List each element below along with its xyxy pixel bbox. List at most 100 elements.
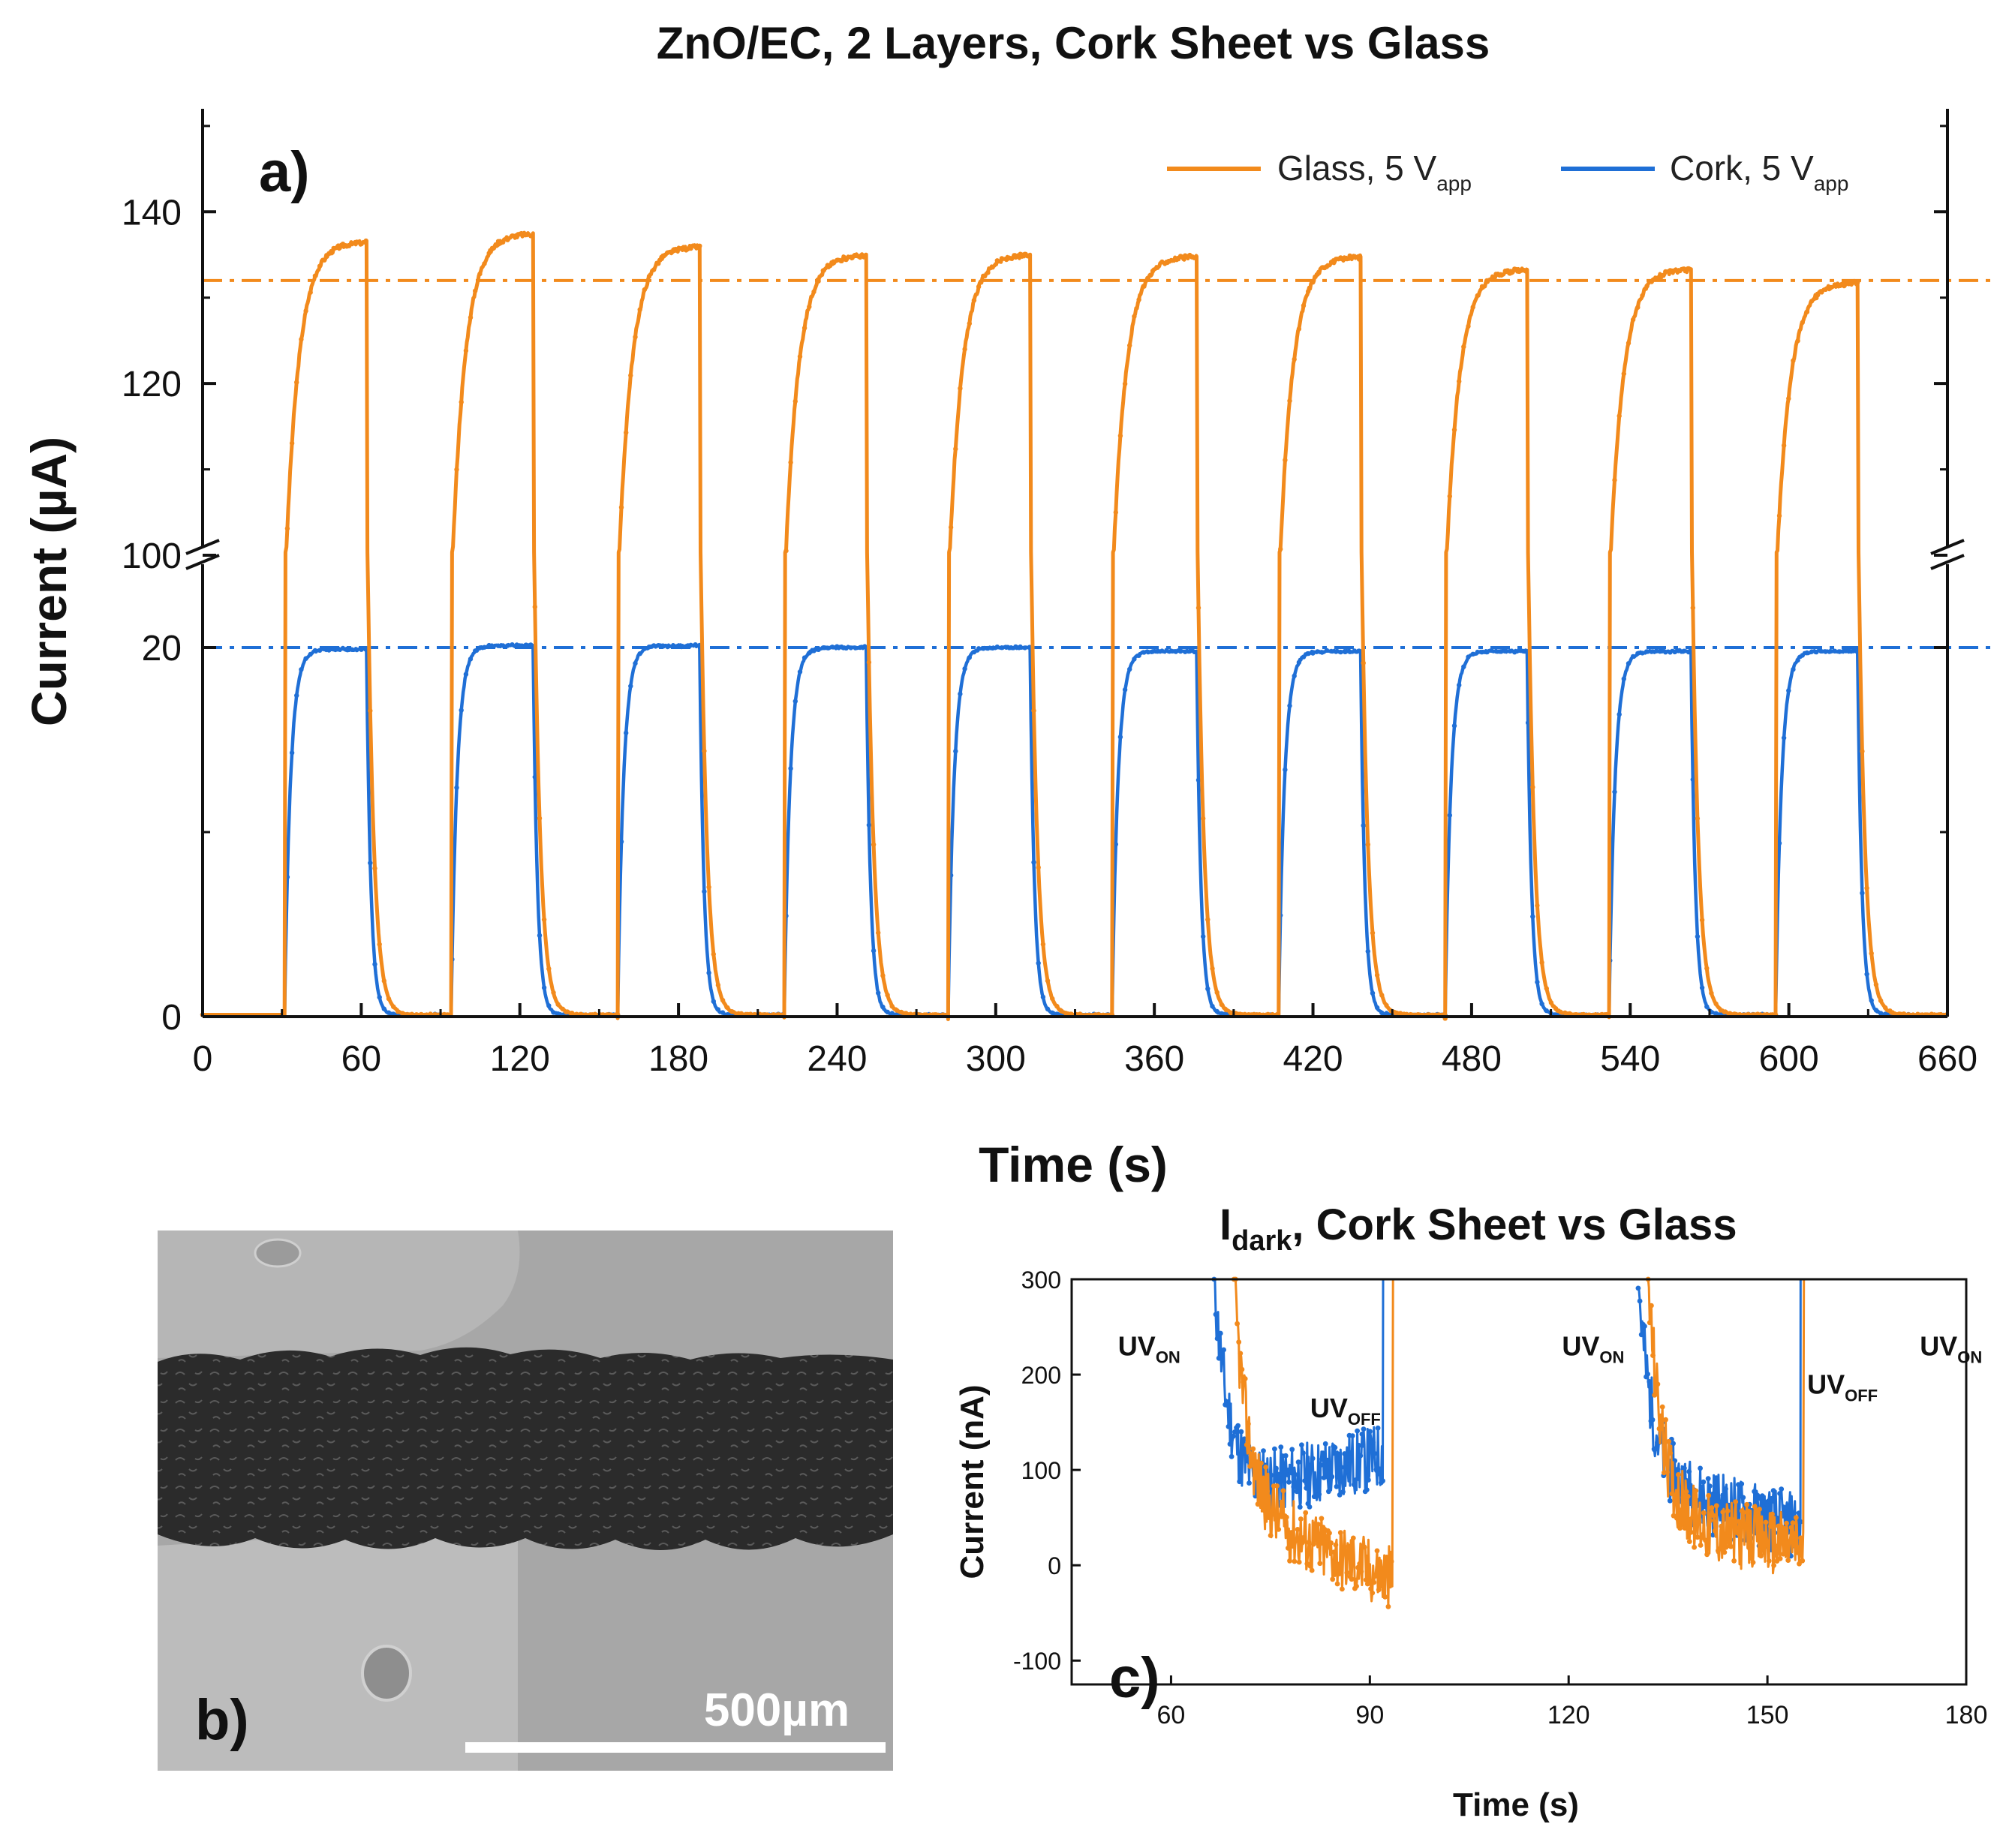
data-point-glass [1210,966,1215,972]
data-point-cork [1653,648,1659,654]
data-point-glass [948,524,954,530]
data-point-cork [618,839,624,845]
data-point-cork [857,645,863,651]
data-point-glass [340,242,346,247]
panel-c-point-cork [1274,1465,1279,1471]
data-point-glass [551,990,556,996]
y-tick-label: 20 [142,629,182,669]
data-point-cork [491,644,497,649]
panel-c-point-glass [1382,1594,1388,1600]
panel-c-point-glass [1713,1503,1719,1509]
data-point-glass [1292,356,1297,362]
panel-c-point-glass [1289,1530,1294,1535]
data-point-glass [1374,972,1380,978]
data-point-cork [1800,653,1805,658]
data-point-cork [711,999,716,1004]
panel-c-point-glass [1287,1558,1292,1564]
panel-c-point-glass [1306,1540,1312,1546]
panel-c-point-cork [1653,1446,1659,1452]
data-point-glass [1319,265,1325,270]
data-point-cork [1612,789,1617,795]
panel-c-point-glass [1790,1520,1796,1525]
data-point-glass [299,337,304,342]
data-point-glass [660,253,666,259]
data-point-glass [962,347,967,352]
data-point-glass [350,241,355,247]
data-point-cork [317,648,323,653]
data-point-glass [1310,280,1316,285]
data-point-glass [642,287,647,293]
data-point-glass [1668,268,1673,273]
data-point-cork [807,651,812,656]
panel-c-point-glass [1266,1515,1272,1520]
uv-annotation: UVON [1562,1331,1624,1367]
data-point-glass [1013,254,1018,260]
panel-c-point-glass [1236,1339,1242,1345]
panel-c-point-cork [1288,1470,1293,1475]
panel-c-point-glass [1263,1465,1269,1470]
panel-c-point-glass [1283,1514,1289,1520]
panel-c-point-cork [1366,1477,1371,1483]
data-point-glass [1132,314,1137,319]
scale-bar [465,1742,886,1753]
panel-c-point-glass [1290,1543,1296,1549]
data-point-glass [1003,257,1009,263]
panel-c-point-cork [1319,1456,1325,1462]
panel-c-point-cork [1770,1488,1776,1493]
panel-c-point-glass [1800,1558,1806,1564]
data-point-cork [1283,767,1288,773]
data-point-glass [532,604,537,610]
panel-c-point-glass [1710,1513,1716,1519]
data-point-cork [1521,648,1526,654]
data-point-glass [482,261,487,266]
data-point-glass [1878,998,1884,1003]
data-point-glass [454,467,459,472]
data-point-glass [1827,285,1833,291]
data-point-cork [1795,657,1800,663]
panel-c-point-glass [1276,1527,1282,1532]
data-point-glass [1219,1002,1225,1008]
panel-c-point-glass [1368,1586,1373,1591]
data-point-glass [889,1004,895,1009]
data-point-cork [1873,1008,1879,1013]
data-point-cork [1150,649,1156,654]
panel-c-point-cork [1268,1472,1274,1478]
panel-c-point-glass [1655,1381,1661,1387]
panel-c-point-glass [1758,1553,1764,1559]
data-point-cork [1860,891,1865,896]
data-point-glass [514,234,519,239]
data-point-cork [637,651,642,657]
data-point-glass [1640,293,1645,299]
panel-c-point-glass [1255,1501,1261,1507]
panel-c-point-glass [1699,1532,1705,1537]
panel-c-point-cork [1698,1465,1704,1471]
data-point-glass [1229,1010,1234,1016]
data-point-glass [1776,513,1782,518]
panel-c-point-glass [1647,1320,1653,1326]
panel-c-point-glass [1377,1583,1383,1589]
data-point-glass [1205,917,1211,922]
panel-c-point-glass [1757,1507,1762,1512]
data-point-glass [495,239,501,244]
data-point-glass [541,917,547,922]
data-point-cork [1310,651,1316,656]
data-point-cork [1493,648,1499,654]
panel-c-point-glass [1674,1515,1680,1521]
panel-c-point-glass [1752,1504,1758,1510]
panel-c-point-glass [1723,1544,1729,1550]
data-point-cork [1334,649,1339,654]
x-tick-label: 180 [648,1039,708,1079]
data-point-cork [628,684,633,689]
data-point-glass [1553,1006,1559,1011]
data-point-glass [871,842,877,847]
panel-c-point-cork [1796,1510,1802,1516]
panel-c-point-glass [1701,1510,1707,1516]
data-point-glass [1352,254,1358,259]
uv-annotation-sub: ON [1599,1348,1624,1367]
data-point-cork [1626,661,1632,666]
data-point-glass [1800,320,1805,325]
panel-c-point-cork [1701,1479,1707,1485]
panel-c-point-glass [1307,1564,1313,1569]
data-point-glass [820,268,826,273]
